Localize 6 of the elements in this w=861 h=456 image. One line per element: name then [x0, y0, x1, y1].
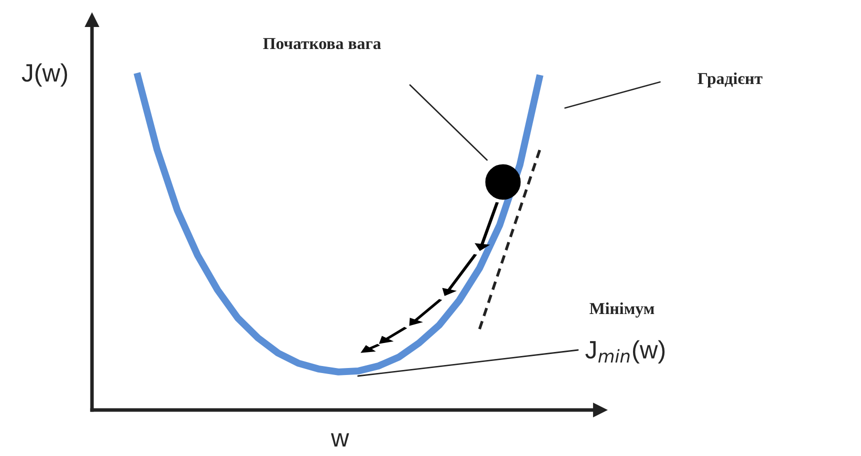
text: J$_{min}$(w) — [585, 340, 665, 364]
text: Початкова вага — [263, 38, 381, 50]
text: Мінімум — [590, 302, 654, 318]
y-axis-title: J(w) — [22, 63, 68, 87]
text: Градієнт — [698, 72, 762, 88]
x-axis-title: w — [330, 433, 350, 446]
